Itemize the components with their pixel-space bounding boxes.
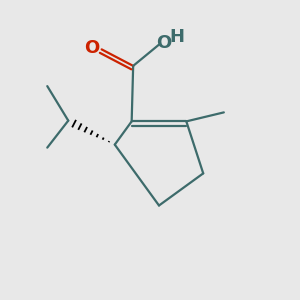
Text: H: H: [170, 28, 185, 46]
Text: O: O: [84, 39, 100, 57]
Text: O: O: [156, 34, 172, 52]
